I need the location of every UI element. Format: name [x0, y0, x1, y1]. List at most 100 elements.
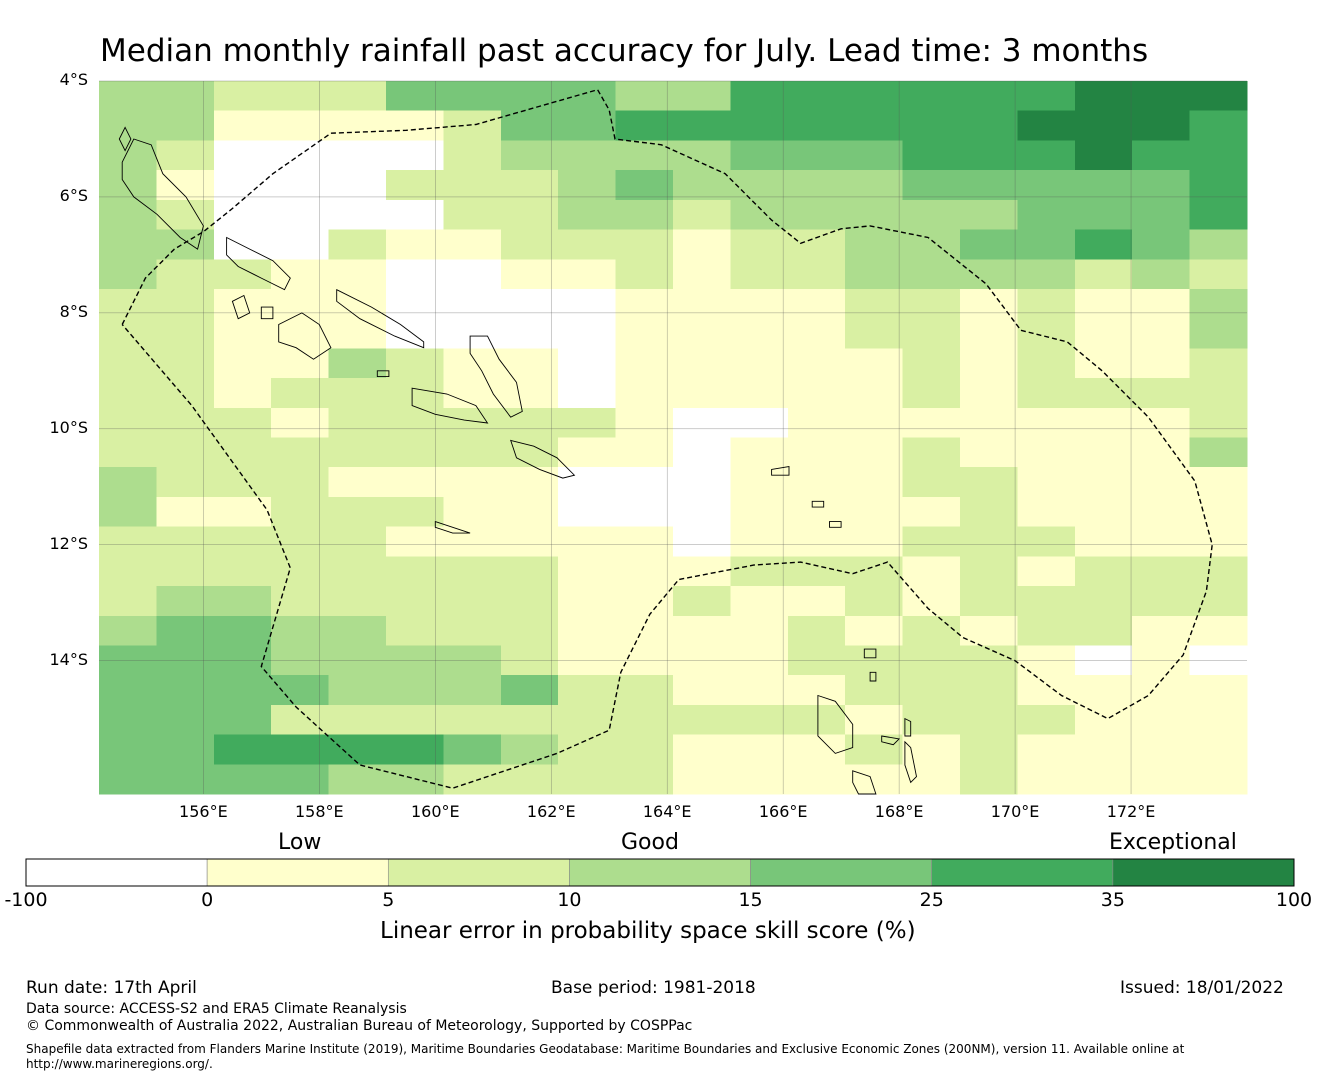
grid-cell — [673, 81, 731, 112]
grid-cell — [730, 496, 789, 528]
grid-cell — [271, 318, 330, 349]
grid-cell — [1132, 556, 1191, 587]
grid-cell — [902, 437, 961, 468]
grid-cell — [960, 81, 1018, 112]
grid-cell — [673, 615, 731, 647]
grid-cell — [443, 556, 502, 587]
grid-cell — [960, 675, 1018, 706]
grid-cell — [845, 467, 904, 498]
grid-cell — [386, 378, 444, 409]
grid-cell — [386, 496, 444, 528]
grid-cell — [673, 288, 731, 320]
grid-cell — [443, 586, 502, 617]
grid-cell — [213, 199, 272, 231]
grid-cell — [386, 586, 444, 617]
island-santa-isabel-outline — [336, 288, 425, 349]
grid-cell — [99, 110, 157, 142]
grid-cell — [960, 437, 1018, 468]
grid-cell — [673, 704, 731, 736]
grid-cell — [558, 378, 617, 409]
grid-cell — [902, 140, 961, 171]
grid-cell — [328, 170, 387, 201]
grid-cell — [615, 615, 674, 647]
grid-cell — [156, 81, 215, 112]
grid-cell — [1132, 615, 1191, 647]
issued-date: Issued: 18/01/2022 — [1120, 978, 1284, 998]
eez-boundary — [121, 88, 1213, 789]
grid-cell — [730, 378, 789, 409]
latitude-label: 4°S — [59, 70, 88, 89]
grid-cell — [443, 437, 502, 468]
grid-cell — [443, 407, 502, 439]
grid-cell — [673, 407, 731, 439]
grid-cell — [845, 378, 904, 409]
grid-cell — [271, 170, 330, 201]
grid-cell — [615, 199, 674, 231]
grid-cell — [787, 764, 846, 795]
grid-cell — [156, 110, 215, 142]
grid-cell — [271, 110, 330, 142]
grid-cell — [1132, 229, 1191, 260]
grid-cell — [328, 734, 387, 765]
colorbar-tick-label: -100 — [4, 889, 48, 911]
grid-cell — [1017, 764, 1076, 795]
grid-cell — [1189, 675, 1248, 706]
grid-cell — [615, 407, 674, 439]
grid-cell — [787, 526, 846, 557]
grid-cell — [615, 170, 674, 201]
grid-cell — [558, 288, 617, 320]
island-buka-outline — [118, 126, 132, 152]
grid-cell — [500, 437, 559, 468]
colorbar-segment — [387, 858, 570, 887]
latitude-label: 8°S — [59, 301, 88, 321]
grid-cell — [99, 586, 157, 617]
grid-cell — [328, 199, 387, 231]
grid-cell — [1189, 526, 1248, 557]
grid-cell — [1074, 259, 1133, 290]
longitude-label: 168°E — [874, 802, 924, 821]
grid-cell — [730, 81, 789, 112]
grid-cell — [271, 229, 330, 260]
grid-cell — [787, 467, 846, 498]
grid-cell — [156, 199, 215, 231]
grid-cell — [845, 586, 904, 617]
grid-cell — [1132, 288, 1191, 320]
grid-cell — [960, 170, 1018, 201]
grid-cell — [443, 229, 502, 260]
grid-cell — [960, 229, 1018, 260]
island-santa-cruz-outline — [771, 465, 790, 476]
island-ambae-outline — [881, 735, 901, 746]
grid-cell — [99, 288, 157, 320]
grid-cell — [960, 259, 1018, 290]
grid-cell — [673, 467, 731, 498]
grid-cell — [845, 259, 904, 290]
grid-cell — [1189, 229, 1248, 260]
grid-cell — [730, 110, 789, 142]
grid-cell — [845, 734, 904, 765]
grid-cell — [156, 170, 215, 201]
grid-cell — [845, 318, 904, 349]
grid-cell — [1189, 734, 1248, 765]
grid-cell — [99, 467, 157, 498]
grid-cell — [500, 229, 559, 260]
grid-cell — [1189, 407, 1248, 439]
colorbar-tick-label: 10 — [557, 889, 582, 911]
grid-cell — [1132, 407, 1191, 439]
grid-cell — [500, 586, 559, 617]
grid-cell — [730, 615, 789, 647]
grid-cell — [845, 170, 904, 201]
grid-cell — [99, 170, 157, 201]
grid-cell — [500, 348, 559, 379]
grid-cell — [787, 407, 846, 439]
island-pentecost-outline — [904, 740, 917, 784]
colorbar-tick-label: 100 — [1275, 889, 1313, 911]
grid-cell — [615, 437, 674, 468]
grid-cell — [99, 526, 157, 557]
island-utupua-outline — [811, 500, 825, 508]
grid-cell — [673, 199, 731, 231]
grid-cell — [386, 229, 444, 260]
grid-cell — [213, 229, 272, 260]
colorbar-title: Linear error in probability space skill … — [380, 918, 916, 944]
grid-cell — [386, 556, 444, 587]
grid-cell — [386, 407, 444, 439]
